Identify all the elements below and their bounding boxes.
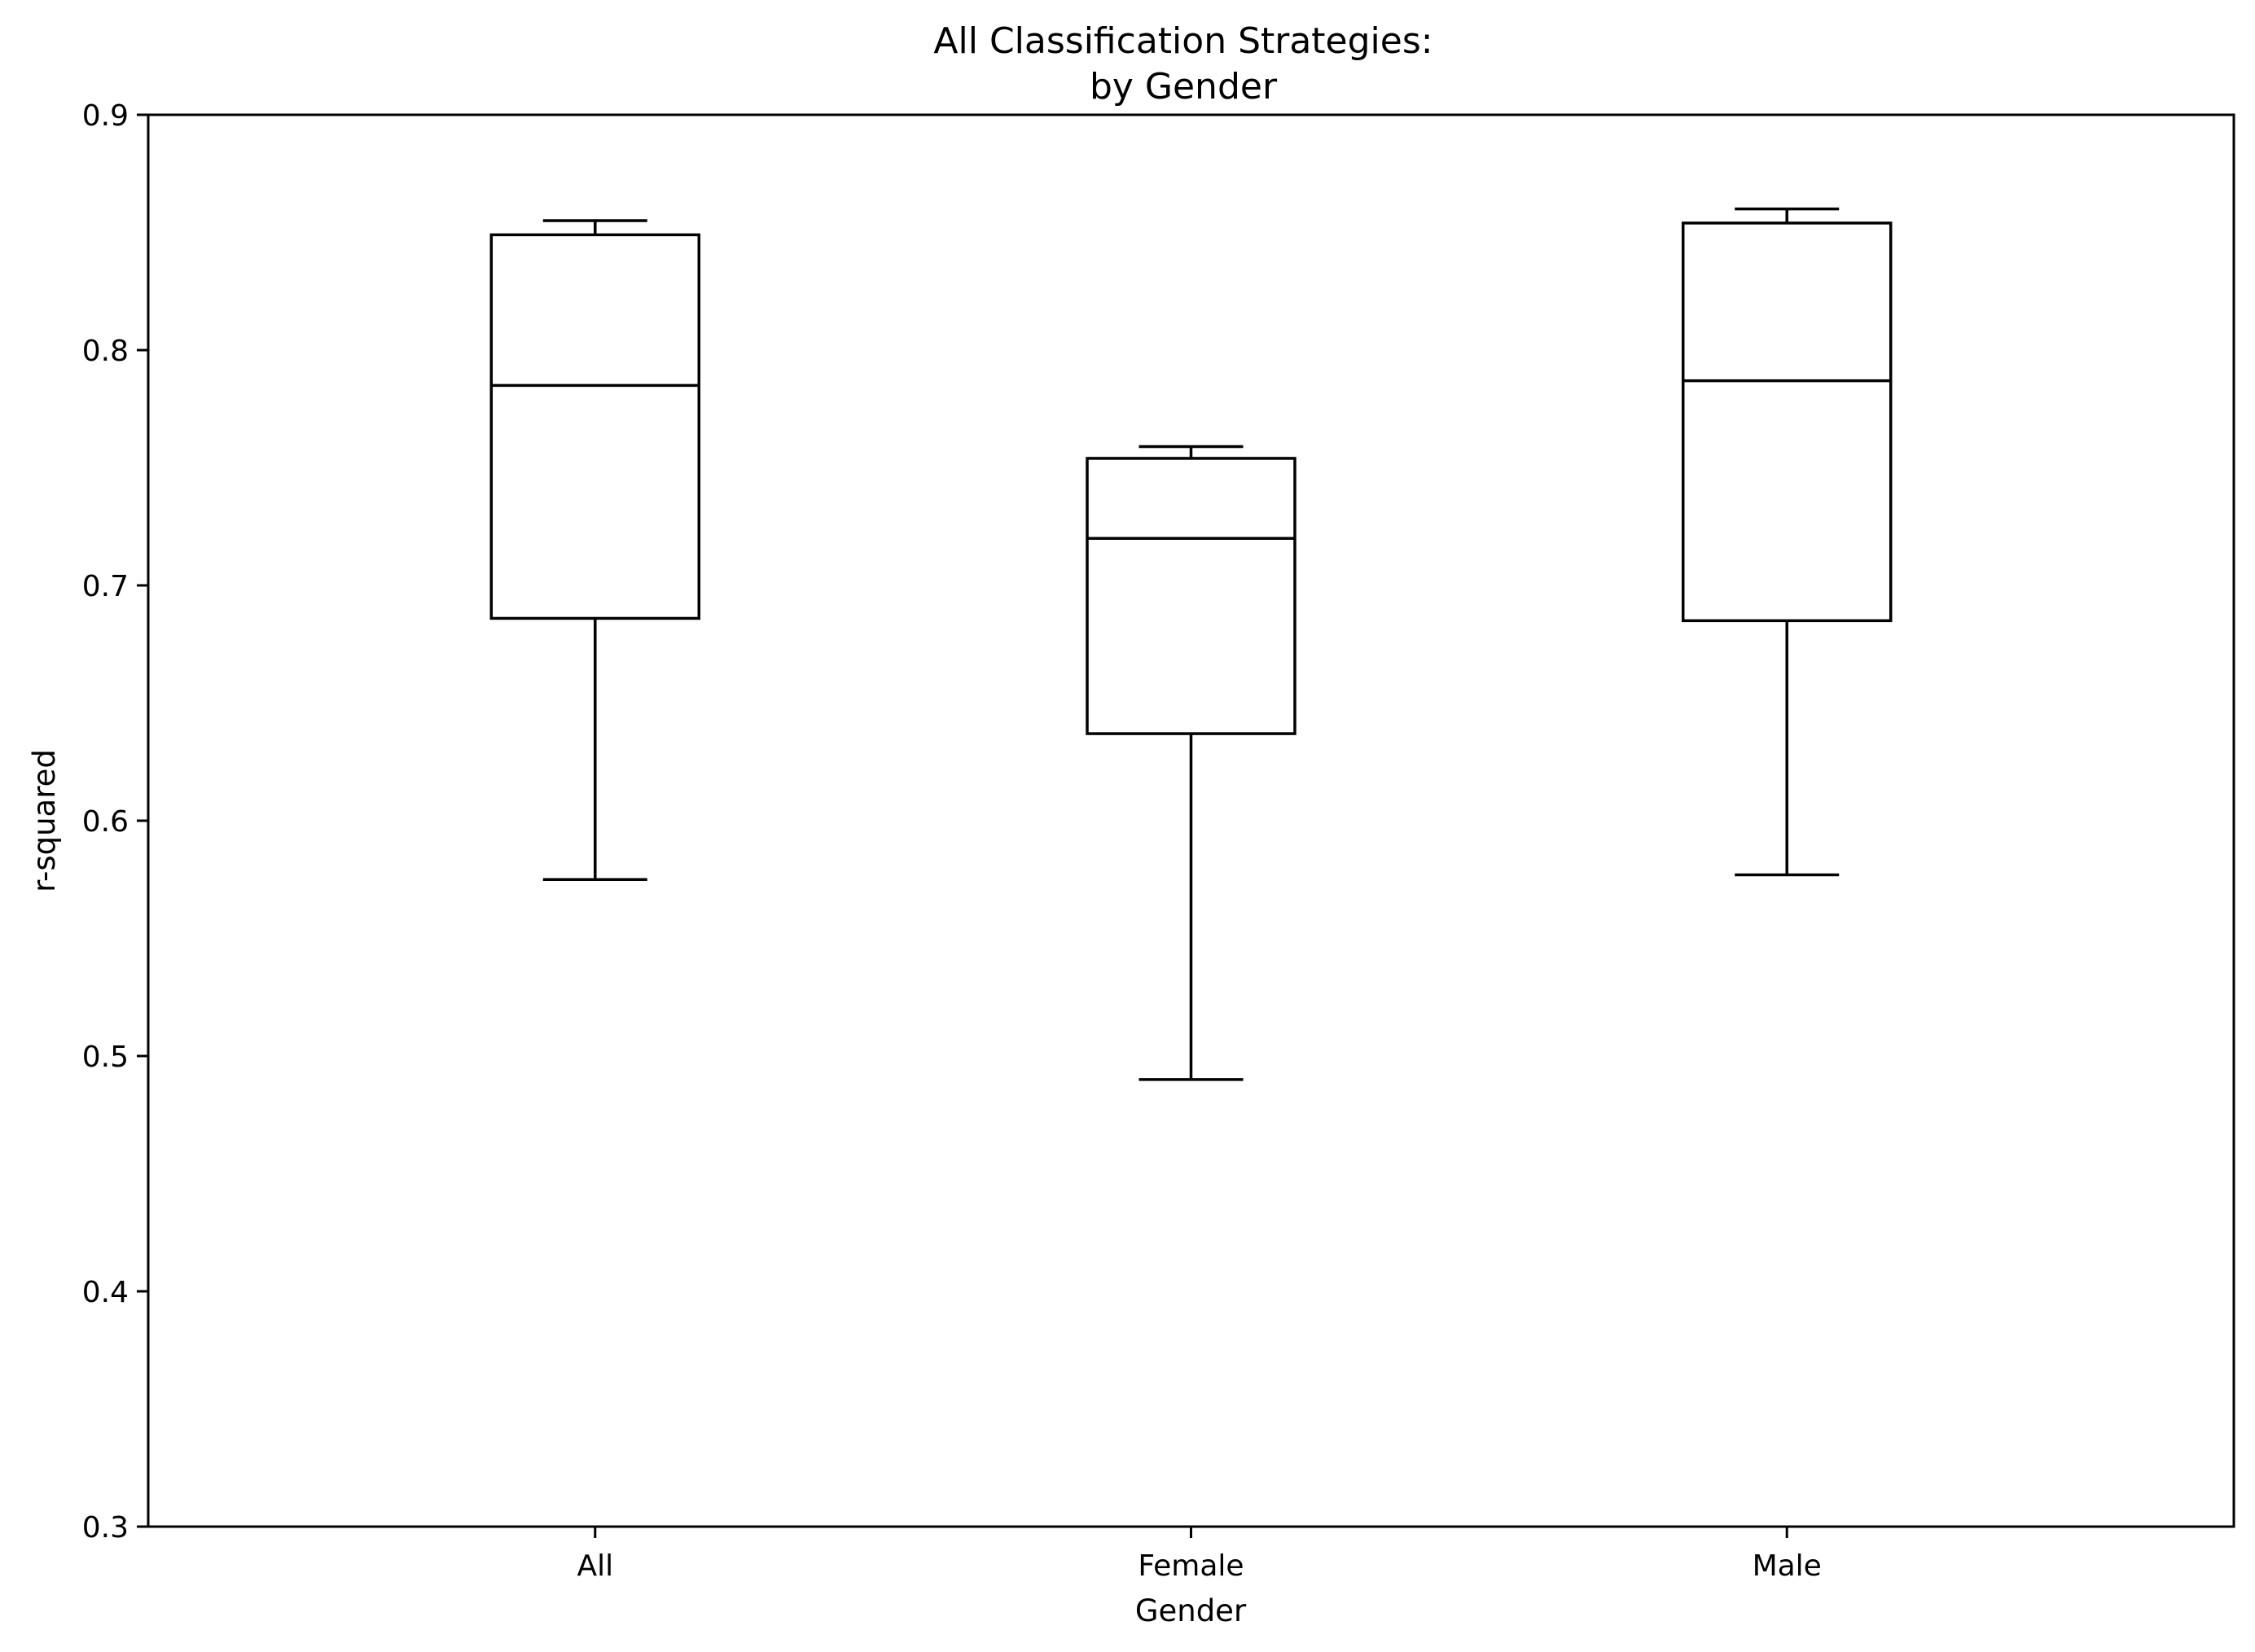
y-tick-label: 0.6 bbox=[82, 805, 129, 839]
x-tick-label: All bbox=[577, 1549, 613, 1583]
y-tick-label: 0.3 bbox=[82, 1511, 129, 1545]
chart-title-line-2: by Gender bbox=[1090, 66, 1278, 107]
x-tick-label: Male bbox=[1753, 1549, 1822, 1583]
interquartile-box bbox=[1681, 221, 1893, 623]
box-all bbox=[489, 219, 701, 881]
chart-title: All Classification Strategies: by Gender bbox=[933, 20, 1432, 107]
y-tick-label: 0.5 bbox=[82, 1041, 129, 1074]
x-tick-label: Female bbox=[1138, 1549, 1244, 1583]
interquartile-box bbox=[489, 233, 701, 620]
y-tick-label: 0.8 bbox=[82, 335, 129, 368]
chart-title-line-1: All Classification Strategies: bbox=[933, 20, 1432, 62]
interquartile-box bbox=[1086, 457, 1296, 735]
y-axis: 0.3 0.4 0.5 0.6 0.7 0.8 0.9 bbox=[82, 99, 148, 1545]
y-tick-label: 0.9 bbox=[82, 99, 129, 133]
x-axis-label: Gender bbox=[1135, 1593, 1247, 1628]
y-axis-label: r-squared bbox=[27, 749, 62, 892]
box-female bbox=[1086, 445, 1296, 1081]
y-tick-label: 0.4 bbox=[82, 1276, 129, 1309]
box-series bbox=[489, 207, 1893, 1081]
x-axis: All Female Male bbox=[577, 1527, 1822, 1583]
y-tick-label: 0.7 bbox=[82, 570, 129, 603]
box-male bbox=[1681, 207, 1893, 877]
